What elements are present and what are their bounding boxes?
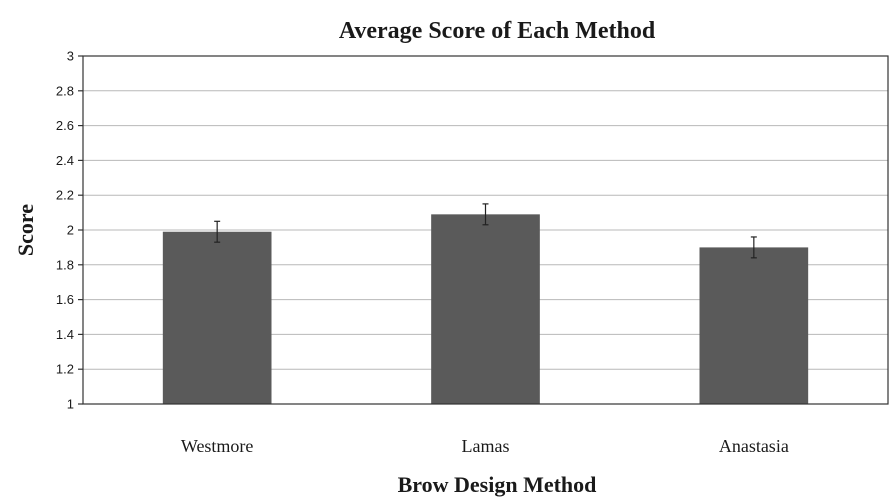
bar-anastasia (699, 247, 809, 404)
y-tick-label: 2.6 (56, 118, 74, 133)
y-axis-title: Score (13, 204, 38, 256)
y-tick-label: 1.4 (56, 327, 74, 342)
y-tick-labels: 1 1.2 1.4 1.6 1.8 2 2.2 2.4 2.6 2.8 3 (56, 49, 83, 412)
x-tick-label: Westmore (181, 436, 254, 456)
bar-westmore (162, 231, 272, 404)
plot-area: 1 1.2 1.4 1.6 1.8 2 2.2 2.4 2.6 2.8 3 Westmore Lama… (56, 49, 889, 456)
bar-lamas (431, 214, 540, 404)
y-tick-label: 1.2 (56, 362, 74, 377)
y-tick-label: 3 (67, 49, 74, 64)
x-tick-label: Anastasia (719, 436, 789, 456)
y-tick-label: 2.4 (56, 153, 74, 168)
y-tick-label: 2 (67, 223, 74, 238)
chart-title: Average Score of Each Method (339, 18, 656, 44)
bars (162, 214, 809, 404)
y-tick-label: 2.8 (56, 83, 74, 98)
y-tick-label: 1 (67, 397, 74, 412)
x-tick-label: Lamas (462, 436, 510, 456)
y-tick-label: 1.8 (56, 257, 74, 272)
y-tick-label: 1.6 (56, 292, 74, 307)
x-axis-title: Brow Design Method (398, 472, 597, 497)
error-bars (214, 203, 757, 259)
x-tick-labels: Westmore Lamas Anastasia (181, 436, 789, 456)
y-tick-label: 2.2 (56, 188, 74, 203)
